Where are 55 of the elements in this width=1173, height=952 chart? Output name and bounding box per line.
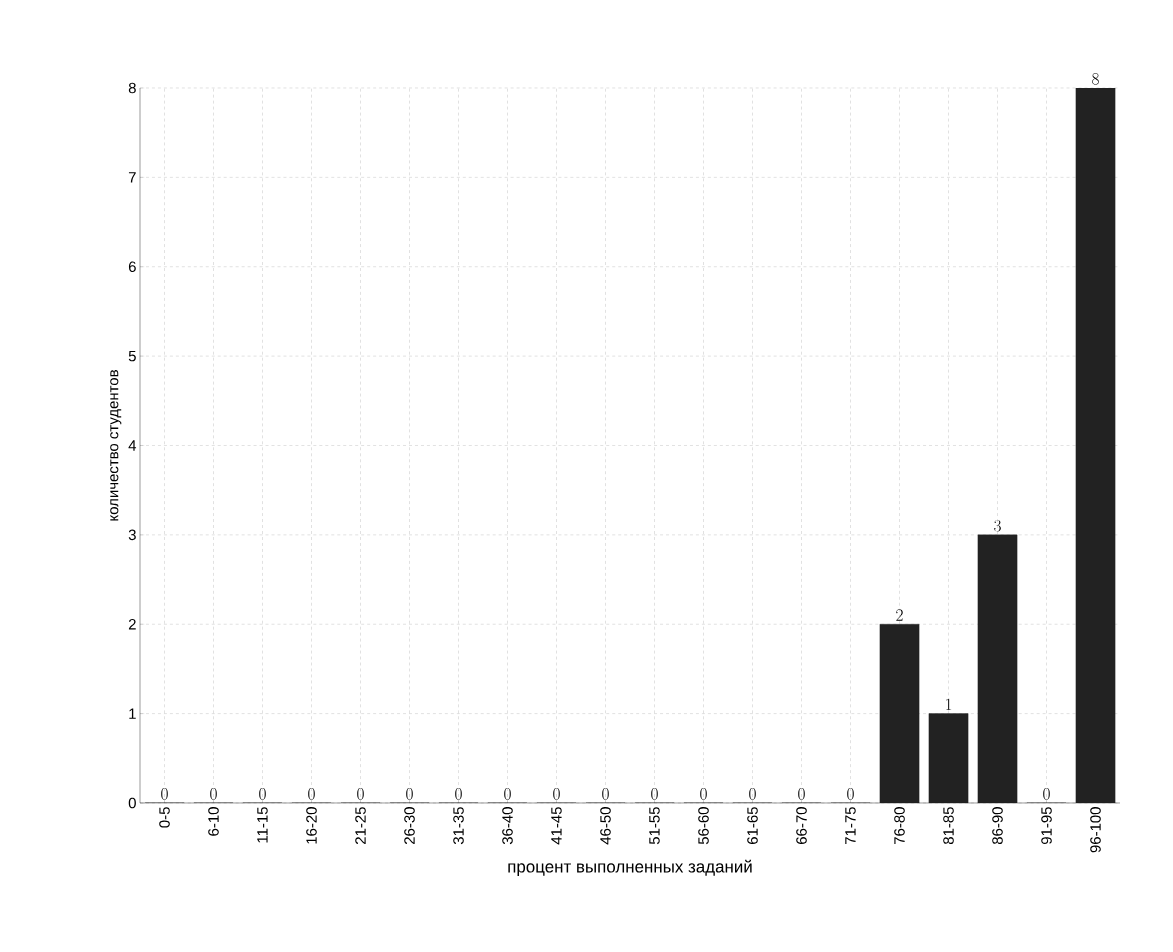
x-tick-label: 66-70	[796, 807, 807, 844]
x-tick-label: 36-40	[502, 807, 513, 845]
x-tick-label: 51-55	[649, 807, 660, 845]
x-tick-label: 31-35	[453, 807, 464, 845]
y-tick-label: 4	[128, 440, 137, 451]
x-tick-label: 46-50	[600, 807, 611, 845]
data-label: 0	[357, 788, 364, 800]
x-tick-label: 81-85	[943, 807, 954, 845]
x-tick-label: 71-75	[845, 807, 856, 844]
y-tick-label: 5	[128, 350, 136, 362]
data-label: 0	[504, 788, 511, 800]
data-label: 0	[259, 788, 266, 800]
x-tick-label: 86-90	[992, 807, 1003, 845]
data-label: 2	[896, 609, 903, 621]
y-tick-label: 3	[128, 529, 136, 541]
x-axis-title: процент выполненных заданий	[508, 859, 752, 876]
data-label: 0	[210, 788, 217, 800]
x-tick-label: 56-60	[698, 807, 709, 845]
x-tick-label: 21-25	[355, 807, 366, 844]
y-tick-label: 0	[128, 797, 136, 809]
x-tick-label: 41-45	[551, 807, 562, 845]
x-tick-label: 61-65	[747, 807, 758, 844]
x-tick-label: 6-10	[208, 807, 219, 836]
data-label: 0	[1043, 788, 1050, 800]
data-label: 1	[946, 698, 952, 711]
y-tick-label: 2	[128, 619, 136, 630]
y-tick-label: 7	[128, 172, 136, 183]
data-label: 0	[455, 788, 462, 800]
y-tick-label: 6	[128, 261, 136, 273]
x-tick-label: 96-100	[1090, 807, 1101, 853]
data-label: 0	[700, 788, 707, 800]
x-tick-label: 16-20	[306, 807, 317, 844]
bar	[1075, 87, 1116, 803]
data-label: 0	[749, 788, 756, 800]
x-tick-label: 91-95	[1041, 807, 1052, 845]
data-label: 0	[798, 788, 805, 800]
data-label: 0	[308, 788, 315, 800]
bar	[879, 624, 920, 803]
y-tick-label: 1	[129, 708, 136, 719]
x-tick-label: 0-5	[159, 807, 170, 828]
x-tick-label: 26-30	[404, 807, 415, 844]
data-label: 0	[553, 788, 560, 800]
x-tick-label: 76-80	[894, 807, 905, 844]
y-tick-label: 8	[128, 82, 136, 94]
data-label: 0	[602, 788, 609, 800]
bar	[928, 713, 969, 803]
bar	[977, 534, 1018, 803]
data-label: 8	[1092, 73, 1099, 85]
x-tick-label: 11-15	[257, 807, 268, 843]
data-label: 3	[994, 519, 1001, 532]
data-label: 0	[406, 788, 413, 800]
data-label: 0	[161, 788, 168, 800]
y-axis-title: количество студентов	[110, 370, 122, 521]
data-label: 0	[847, 788, 854, 800]
data-label: 0	[651, 788, 658, 800]
